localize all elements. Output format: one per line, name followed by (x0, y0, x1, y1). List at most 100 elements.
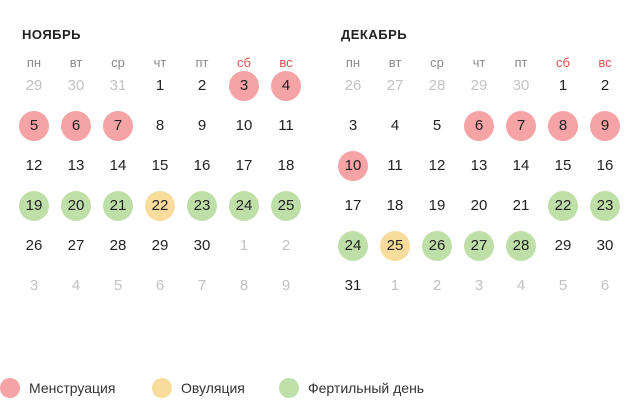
legend-label: Менструация (29, 380, 116, 396)
weekday-label: сб (556, 55, 570, 70)
day-cell[interactable]: 1 (155, 77, 165, 94)
day-cell[interactable]: 26 (25, 237, 43, 254)
day-cell[interactable]: 19 (428, 197, 446, 214)
day-cell[interactable]: 29 (25, 77, 43, 94)
day-cell[interactable]: 27 (464, 231, 494, 261)
weekday-label: ср (430, 55, 444, 70)
day-cell[interactable]: 30 (193, 237, 211, 254)
legend-item-menstruation: Менструация (0, 378, 115, 398)
weekday-label: пт (514, 55, 528, 70)
day-cell[interactable]: 3 (348, 117, 358, 134)
day-cell[interactable]: 7 (506, 111, 536, 141)
day-cell[interactable]: 23 (187, 191, 217, 221)
day-cell[interactable]: 18 (386, 197, 404, 214)
weekday-label: пн (26, 55, 42, 70)
day-cell[interactable]: 8 (155, 117, 165, 134)
day-cell[interactable]: 7 (103, 111, 133, 141)
weekday-label: пн (345, 55, 361, 70)
weekday-label: сб (237, 55, 251, 70)
day-cell[interactable]: 6 (155, 277, 165, 294)
legend-item-fertile: Фертильный день (279, 378, 424, 398)
day-cell[interactable]: 18 (277, 157, 295, 174)
day-cell[interactable]: 20 (61, 191, 91, 221)
day-cell[interactable]: 10 (235, 117, 253, 134)
day-cell[interactable]: 26 (344, 77, 362, 94)
day-cell[interactable]: 5 (432, 117, 442, 134)
day-cell[interactable]: 2 (281, 237, 291, 254)
day-cell[interactable]: 8 (548, 111, 578, 141)
day-cell[interactable]: 2 (432, 277, 442, 294)
day-cell[interactable]: 19 (19, 191, 49, 221)
day-cell[interactable]: 16 (596, 157, 614, 174)
day-cell[interactable]: 9 (281, 277, 291, 294)
day-cell[interactable]: 24 (338, 231, 368, 261)
day-cell[interactable]: 21 (103, 191, 133, 221)
day-cell[interactable]: 4 (516, 277, 526, 294)
day-cell[interactable]: 15 (554, 157, 572, 174)
day-cell[interactable]: 4 (71, 277, 81, 294)
day-cell[interactable]: 8 (239, 277, 249, 294)
day-cell[interactable]: 4 (271, 71, 301, 101)
day-cell[interactable]: 29 (151, 237, 169, 254)
day-cell[interactable]: 4 (390, 117, 400, 134)
day-cell[interactable]: 30 (67, 77, 85, 94)
day-cell[interactable]: 7 (197, 277, 207, 294)
day-cell[interactable]: 28 (428, 77, 446, 94)
day-cell[interactable]: 3 (29, 277, 39, 294)
day-cell[interactable]: 1 (390, 277, 400, 294)
day-cell[interactable]: 6 (464, 111, 494, 141)
day-cell[interactable]: 14 (109, 157, 127, 174)
day-cell[interactable]: 3 (229, 71, 259, 101)
weekday-label: чт (472, 55, 486, 70)
day-cell[interactable]: 20 (470, 197, 488, 214)
day-cell[interactable]: 27 (67, 237, 85, 254)
day-cell[interactable]: 6 (61, 111, 91, 141)
day-cell[interactable]: 27 (386, 77, 404, 94)
day-cell[interactable]: 16 (193, 157, 211, 174)
day-cell[interactable]: 13 (470, 157, 488, 174)
day-cell[interactable]: 1 (239, 237, 249, 254)
day-cell[interactable]: 31 (109, 77, 127, 94)
day-cell[interactable]: 6 (600, 277, 610, 294)
day-cell[interactable]: 12 (428, 157, 446, 174)
day-cell[interactable]: 30 (596, 237, 614, 254)
day-cell[interactable]: 5 (113, 277, 123, 294)
day-cell[interactable]: 22 (145, 191, 175, 221)
day-cell[interactable]: 29 (554, 237, 572, 254)
day-cell[interactable]: 10 (338, 151, 368, 181)
day-cell[interactable]: 5 (19, 111, 49, 141)
day-cell[interactable]: 2 (600, 77, 610, 94)
legend: Менструация Овуляция Фертильный день (0, 378, 640, 402)
day-cell[interactable]: 28 (506, 231, 536, 261)
day-cell[interactable]: 13 (67, 157, 85, 174)
day-cell[interactable]: 15 (151, 157, 169, 174)
menstruation-dot-icon (0, 378, 20, 398)
day-cell[interactable]: 23 (590, 191, 620, 221)
day-cell[interactable]: 5 (558, 277, 568, 294)
day-cell[interactable]: 29 (470, 77, 488, 94)
month-title: НОЯБРЬ (22, 27, 82, 42)
day-cell[interactable]: 26 (422, 231, 452, 261)
day-cell[interactable]: 9 (590, 111, 620, 141)
day-cell[interactable]: 2 (197, 77, 207, 94)
day-cell[interactable]: 30 (512, 77, 530, 94)
day-cell[interactable]: 9 (197, 117, 207, 134)
legend-label: Овуляция (181, 380, 245, 396)
day-cell[interactable]: 17 (235, 157, 253, 174)
day-cell[interactable]: 21 (512, 197, 530, 214)
day-cell[interactable]: 25 (271, 191, 301, 221)
day-cell[interactable]: 28 (109, 237, 127, 254)
day-cell[interactable]: 12 (25, 157, 43, 174)
day-cell[interactable]: 14 (512, 157, 530, 174)
day-cell[interactable]: 22 (548, 191, 578, 221)
day-cell[interactable]: 31 (344, 277, 362, 294)
weekday-label: пт (195, 55, 209, 70)
weekday-label: вт (388, 55, 402, 70)
day-cell[interactable]: 25 (380, 231, 410, 261)
day-cell[interactable]: 1 (558, 77, 568, 94)
day-cell[interactable]: 11 (387, 157, 403, 174)
day-cell[interactable]: 11 (278, 117, 294, 134)
day-cell[interactable]: 24 (229, 191, 259, 221)
day-cell[interactable]: 3 (474, 277, 484, 294)
day-cell[interactable]: 17 (344, 197, 362, 214)
